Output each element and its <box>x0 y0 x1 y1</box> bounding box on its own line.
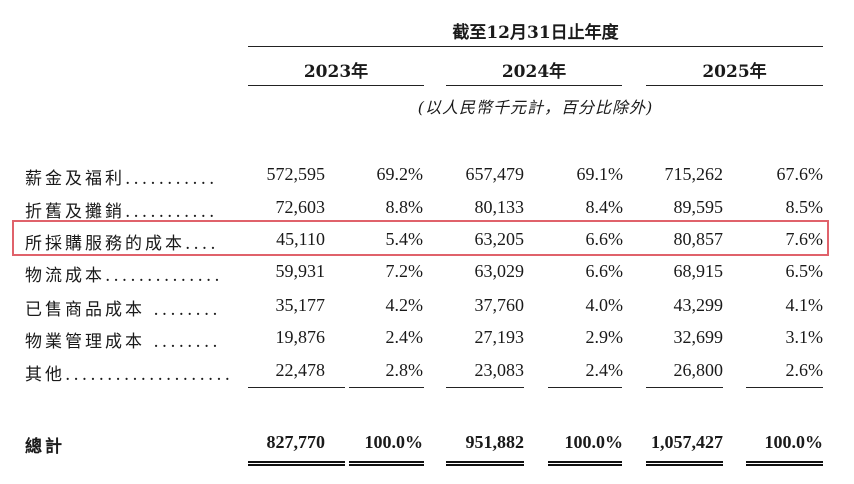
value-2024: 657,479 <box>465 164 525 184</box>
year-rule-2023 <box>248 85 424 86</box>
value-2025: 26,800 <box>673 360 724 380</box>
pct-2023: 4.2% <box>385 295 424 315</box>
pct-2024: 4.0% <box>585 295 624 315</box>
pct-2024: 2.4% <box>585 360 624 380</box>
year-rule-2025 <box>646 85 823 86</box>
value-2023: 72,603 <box>275 197 326 217</box>
pct-2024: 2.9% <box>585 327 624 347</box>
table-row: 其他.................... 22,478 2.8% 23,08… <box>0 360 854 386</box>
value-2025: 80,857 <box>673 229 724 249</box>
subtotal-rule <box>248 387 345 388</box>
total-row: 總計 827,770 100.0% 951,882 100.0% 1,057,4… <box>0 432 854 458</box>
year-header-2024: 2024年 <box>501 62 567 82</box>
double-underline <box>548 461 622 466</box>
row-label: 其他.................... <box>25 365 234 385</box>
row-label: 所採購服務的成本.... <box>25 234 219 254</box>
unit-note: (以人民幣千元計，百分比除外) <box>417 98 654 117</box>
pct-2023: 8.8% <box>385 197 424 217</box>
total-pct-2025: 100.0% <box>764 432 824 452</box>
table-row: 薪金及福利........... 572,595 69.2% 657,479 6… <box>0 164 854 190</box>
subtotal-rule <box>446 387 524 388</box>
table-row: 物流成本.............. 59,931 7.2% 63,029 6.… <box>0 261 854 287</box>
subtotal-rule <box>548 387 622 388</box>
total-label: 總計 <box>25 437 65 457</box>
value-2025: 68,915 <box>673 261 724 281</box>
value-2025: 89,595 <box>673 197 724 217</box>
value-2023: 35,177 <box>275 295 326 315</box>
period-header-rule <box>248 46 823 47</box>
double-underline <box>349 461 424 466</box>
row-label: 物流成本.............. <box>25 266 223 286</box>
row-label: 已售商品成本 ........ <box>25 300 221 320</box>
pct-2025: 67.6% <box>776 164 824 184</box>
pct-2025: 6.5% <box>785 261 824 281</box>
pct-2025: 3.1% <box>785 327 824 347</box>
double-underline <box>446 461 524 466</box>
row-label: 薪金及福利........... <box>25 169 218 189</box>
value-2024: 63,029 <box>474 261 525 281</box>
subtotal-rule <box>746 387 823 388</box>
value-2024: 23,083 <box>474 360 525 380</box>
row-label: 折舊及攤銷........... <box>25 202 218 222</box>
value-2025: 43,299 <box>673 295 724 315</box>
table-row: 物業管理成本 ........ 19,876 2.4% 27,193 2.9% … <box>0 327 854 353</box>
pct-2023: 69.2% <box>376 164 424 184</box>
pct-2024: 6.6% <box>585 229 624 249</box>
year-header-2025: 2025年 <box>702 62 767 82</box>
pct-2024: 8.4% <box>585 197 624 217</box>
total-2025: 1,057,427 <box>651 432 723 452</box>
total-pct-2023: 100.0% <box>364 432 424 452</box>
pct-2025: 7.6% <box>785 229 824 249</box>
value-2023: 572,595 <box>266 164 326 184</box>
pct-2024: 6.6% <box>585 261 624 281</box>
year-rule-2024 <box>446 85 622 86</box>
year-header-2023: 2023年 <box>303 62 369 82</box>
table-row-highlighted: 所採購服務的成本.... 45,110 5.4% 63,205 6.6% 80,… <box>0 229 854 255</box>
value-2024: 63,205 <box>474 229 525 249</box>
pct-2023: 5.4% <box>385 229 424 249</box>
double-underline <box>746 461 823 466</box>
row-label: 物業管理成本 ........ <box>25 332 221 352</box>
pct-2025: 8.5% <box>785 197 824 217</box>
pct-2023: 2.8% <box>385 360 424 380</box>
subtotal-rule <box>349 387 424 388</box>
value-2023: 22,478 <box>275 360 326 380</box>
value-2024: 80,133 <box>474 197 525 217</box>
pct-2024: 69.1% <box>576 164 624 184</box>
total-2023: 827,770 <box>266 432 326 452</box>
highlight-box <box>12 220 829 256</box>
value-2023: 45,110 <box>276 229 325 249</box>
value-2024: 27,193 <box>474 327 525 347</box>
value-2025: 715,262 <box>664 164 724 184</box>
pct-2023: 7.2% <box>385 261 424 281</box>
pct-2023: 2.4% <box>385 327 424 347</box>
value-2025: 32,699 <box>673 327 724 347</box>
double-underline <box>248 461 345 466</box>
pct-2025: 2.6% <box>785 360 824 380</box>
value-2023: 19,876 <box>275 327 326 347</box>
double-underline <box>646 461 723 466</box>
total-pct-2024: 100.0% <box>564 432 624 452</box>
value-2023: 59,931 <box>275 261 326 281</box>
table-row: 折舊及攤銷........... 72,603 8.8% 80,133 8.4%… <box>0 197 854 223</box>
value-2024: 37,760 <box>474 295 525 315</box>
total-2024: 951,882 <box>465 432 525 452</box>
period-header: 截至12月31日止年度 <box>452 23 619 43</box>
table-row: 已售商品成本 ........ 35,177 4.2% 37,760 4.0% … <box>0 295 854 321</box>
subtotal-rule <box>646 387 723 388</box>
pct-2025: 4.1% <box>785 295 824 315</box>
